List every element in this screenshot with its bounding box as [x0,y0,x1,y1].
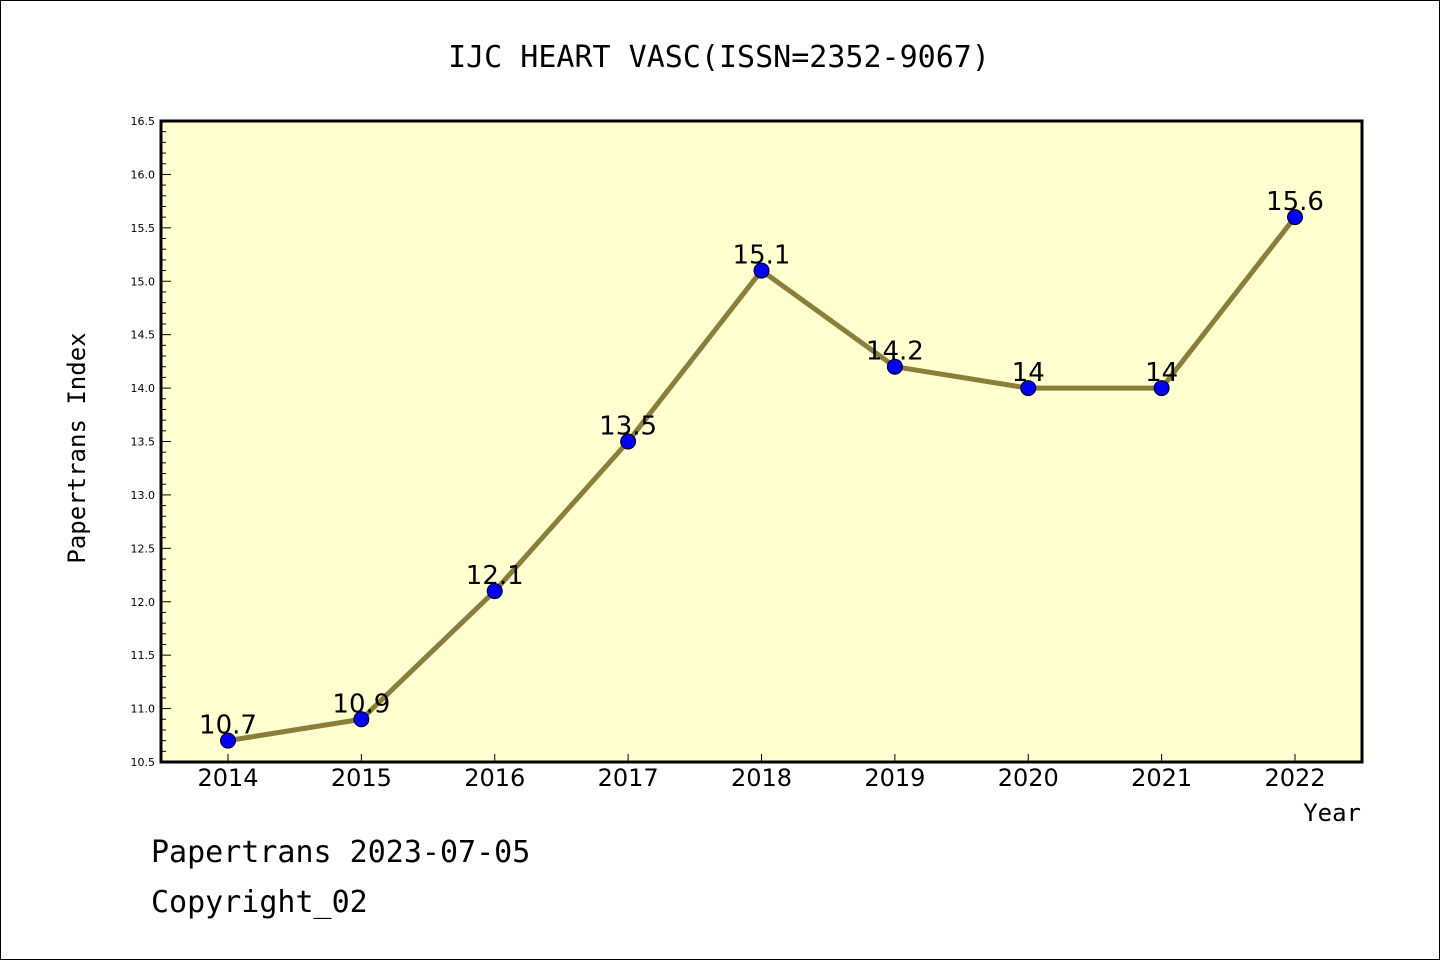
x-axis-ticks: 2014 2015 2016 2017 2018 2019 2020 2021 2022 [197,754,1326,792]
y-tick-label: 13.0 [131,489,156,502]
data-point [1287,209,1303,226]
data-point [1020,380,1037,397]
x-tick-label: 2015 [331,764,392,792]
data-label: 14 [1145,358,1178,388]
footer-copyright: Copyright_02 [151,885,368,920]
data-point [753,262,770,279]
data-label: 14.2 [866,337,924,367]
data-point [1153,380,1170,397]
data-point [620,433,637,450]
x-tick-label: 2014 [197,764,258,792]
data-label: 12.1 [466,561,524,591]
x-tick-label: 2017 [598,764,659,792]
data-point [886,358,903,375]
y-tick-label: 11.5 [131,649,156,662]
x-tick-label: 2020 [998,764,1059,792]
y-tick-label: 15.0 [131,275,156,288]
data-label: 15.1 [733,241,791,271]
data-point [486,583,503,600]
y-tick-label: 12.0 [131,596,156,609]
x-tick-label: 2016 [464,764,525,792]
data-labels: 10.7 10.9 12.1 13.5 15.1 14.2 14 14 15.6 [199,187,1324,740]
y-tick-label: 16.0 [131,168,156,181]
y-tick-label: 13.5 [131,436,156,449]
data-points [220,209,1303,749]
y-axis-ticks: 10.5 11.0 11.5 12.0 12.5 13.0 13.5 14.0 14.5 15.0… [131,115,171,769]
data-label: 14 [1012,358,1045,388]
x-tick-label: 2019 [864,764,925,792]
data-label: 13.5 [599,412,657,442]
y-tick-label: 14.5 [131,329,156,342]
y-tick-label: 14.0 [131,382,156,395]
y-tick-label: 12.5 [131,542,156,555]
y-tick-label: 11.0 [131,703,156,716]
data-point [220,732,236,749]
chart-title: IJC HEART VASC(ISSN=2352-9067) [448,40,990,75]
data-label: 10.7 [199,711,257,741]
data-label: 15.6 [1266,187,1324,217]
x-axis-label: Year [1303,799,1361,827]
data-point [353,711,370,728]
plot-border [159,119,1364,764]
data-label: 10.9 [332,689,390,719]
y-tick-label: 10.5 [131,756,156,769]
plot-area [161,121,1362,762]
y-tick-label: 16.5 [131,115,156,128]
x-tick-label: 2022 [1264,764,1325,792]
x-tick-label: 2021 [1131,764,1192,792]
footer-date: Papertrans 2023-07-05 [151,835,531,870]
y-axis-label: Papertrans Index [63,332,91,563]
x-tick-label: 2018 [731,764,792,792]
y-tick-label: 15.5 [131,222,156,235]
